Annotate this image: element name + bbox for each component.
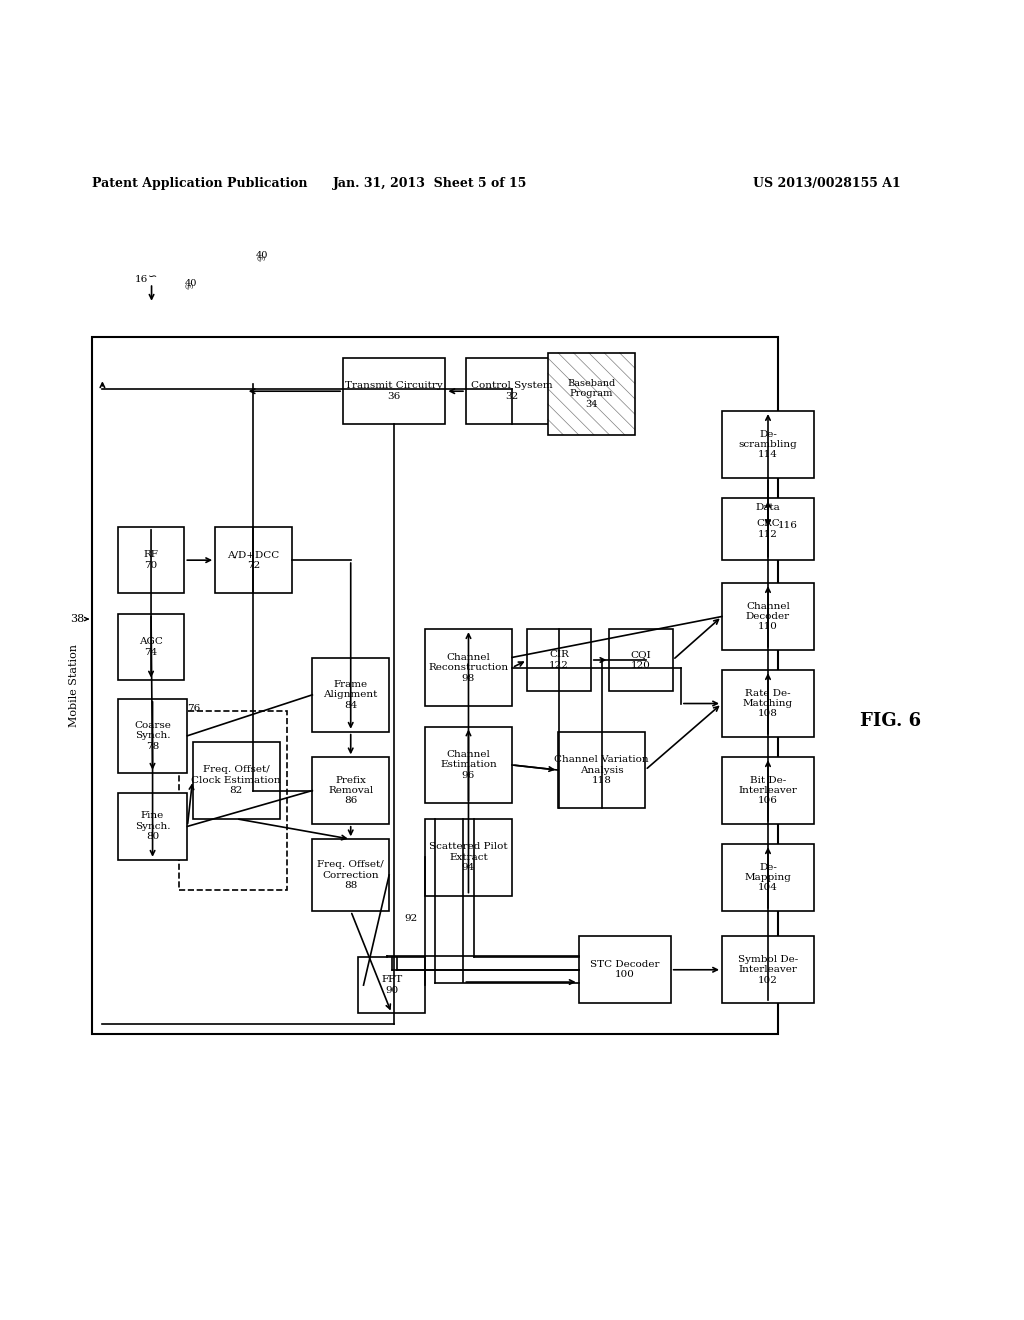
Bar: [358, 957, 425, 1014]
Bar: [312, 657, 389, 731]
Bar: [722, 411, 814, 478]
Text: $\backsim$: $\backsim$: [145, 271, 158, 281]
Bar: [466, 358, 558, 425]
Bar: [312, 840, 389, 911]
Text: Control System
32: Control System 32: [471, 381, 553, 401]
Bar: [118, 614, 184, 681]
Bar: [722, 845, 814, 911]
Bar: [722, 671, 814, 737]
Text: 76: 76: [187, 704, 201, 713]
Bar: [609, 630, 673, 690]
Text: Freq. Offset/
Clock Estimation
82: Freq. Offset/ Clock Estimation 82: [191, 766, 281, 795]
Text: Patent Application Publication: Patent Application Publication: [92, 177, 307, 190]
Text: FIG. 6: FIG. 6: [860, 713, 922, 730]
Text: Channel Variation
Analysis
118: Channel Variation Analysis 118: [554, 755, 649, 785]
Text: Bit De-
Interleaver
106: Bit De- Interleaver 106: [738, 776, 798, 805]
Text: Data: Data: [756, 503, 780, 512]
Text: Freq. Offset/
Correction
88: Freq. Offset/ Correction 88: [317, 861, 384, 890]
Text: 38: 38: [70, 614, 84, 624]
Text: FFT
90: FFT 90: [381, 975, 402, 995]
Bar: [527, 630, 591, 690]
Text: De-
Mapping
104: De- Mapping 104: [744, 863, 792, 892]
Text: De-
scrambling
114: De- scrambling 114: [738, 429, 798, 459]
Bar: [579, 936, 671, 1003]
Text: Jan. 31, 2013  Sheet 5 of 15: Jan. 31, 2013 Sheet 5 of 15: [333, 177, 527, 190]
Text: Channel
Decoder
110: Channel Decoder 110: [745, 602, 791, 631]
Text: 16: 16: [135, 275, 148, 284]
Text: 116: 116: [778, 520, 798, 529]
Bar: [215, 527, 292, 594]
Text: Rate De-
Matching
108: Rate De- Matching 108: [743, 689, 793, 718]
Bar: [548, 352, 635, 434]
Bar: [722, 936, 814, 1003]
Text: Coarse
Synch.
78: Coarse Synch. 78: [134, 721, 171, 751]
Bar: [343, 358, 445, 425]
Bar: [722, 583, 814, 649]
Text: Symbol De-
Interleaver
102: Symbol De- Interleaver 102: [738, 954, 798, 985]
Text: Fine
Synch.
80: Fine Synch. 80: [135, 812, 170, 841]
Bar: [425, 818, 512, 895]
Bar: [722, 498, 814, 560]
Text: CIR
122: CIR 122: [549, 651, 569, 669]
Text: Prefix
Removal
86: Prefix Removal 86: [328, 776, 374, 805]
Text: $^{(\wp)}$: $^{(\wp)}$: [256, 256, 266, 265]
Text: CRC
112: CRC 112: [756, 519, 780, 539]
Text: AGC
74: AGC 74: [139, 638, 163, 657]
Text: Channel
Reconstruction
98: Channel Reconstruction 98: [428, 653, 509, 682]
Bar: [312, 758, 389, 824]
Text: US 2013/0028155 A1: US 2013/0028155 A1: [754, 177, 901, 190]
Bar: [118, 698, 187, 772]
Bar: [558, 731, 645, 808]
Bar: [425, 630, 512, 706]
Bar: [92, 338, 778, 1034]
Bar: [193, 742, 280, 818]
Text: Baseband
Program
34: Baseband Program 34: [567, 379, 615, 409]
Text: RF
70: RF 70: [143, 550, 159, 570]
Text: 40: 40: [184, 279, 197, 288]
Text: Scattered Pilot
Extract
94: Scattered Pilot Extract 94: [429, 842, 508, 873]
Text: Transmit Circuitry
36: Transmit Circuitry 36: [345, 381, 443, 401]
Bar: [118, 527, 184, 594]
Bar: [179, 711, 287, 891]
Text: STC Decoder
100: STC Decoder 100: [590, 960, 659, 979]
Text: 40: 40: [256, 251, 268, 260]
Text: Channel
Estimation
96: Channel Estimation 96: [440, 750, 497, 780]
Text: CQI
120: CQI 120: [631, 651, 651, 669]
Text: A/D+DCC
72: A/D+DCC 72: [227, 550, 280, 570]
Bar: [722, 758, 814, 824]
Bar: [118, 793, 187, 859]
Text: 92: 92: [404, 913, 418, 923]
Text: $^{(\wp)}$: $^{(\wp)}$: [184, 284, 195, 293]
Text: Mobile Station: Mobile Station: [69, 644, 79, 727]
Text: Frame
Alignment
84: Frame Alignment 84: [324, 680, 378, 710]
Bar: [425, 726, 512, 804]
